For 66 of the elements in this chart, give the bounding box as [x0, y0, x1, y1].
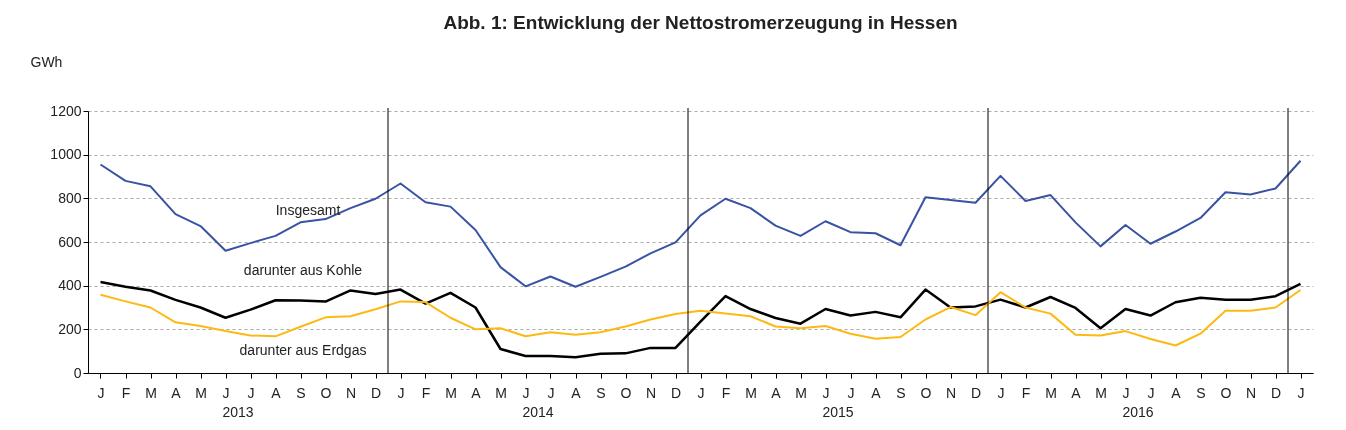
x-tick-label: J [1122, 384, 1130, 401]
x-tick-label: S [896, 384, 906, 401]
x-tick-label: S [296, 384, 306, 401]
text: 2013 [222, 404, 254, 420]
y-tick-label: 800 [58, 189, 82, 206]
series-label: Insgesamt [275, 202, 341, 218]
x-tick-label: F [1021, 384, 1031, 401]
x-tick-label: A [1171, 384, 1182, 401]
x-tick-label: O [1220, 384, 1232, 401]
x-tick-label: M [495, 384, 507, 401]
x-tick-label: J [97, 384, 105, 401]
x-tick-label: A [571, 384, 582, 401]
x-tick-label: F [121, 384, 131, 401]
y-tick-label: 1200 [50, 102, 82, 119]
x-tick-label: S [596, 384, 606, 401]
text: 2014 [522, 404, 554, 420]
x-tick-label: M [445, 384, 457, 401]
x-tick-label: O [920, 384, 932, 401]
x-tick-label: D [1270, 384, 1282, 401]
x-tick-label: J [697, 384, 705, 401]
x-tick-label: D [370, 384, 382, 401]
x-tick-label: A [771, 384, 782, 401]
x-tick-label: N [645, 384, 657, 401]
x-tick-label: A [1071, 384, 1082, 401]
x-tick-label: M [1095, 384, 1107, 401]
y-tick-label: 400 [58, 277, 82, 294]
x-tick-label: J [247, 384, 255, 401]
x-tick-label: A [871, 384, 882, 401]
x-tick-label: F [721, 384, 731, 401]
x-tick-label: J [547, 384, 555, 401]
x-tick-label: J [822, 384, 830, 401]
x-tick-label: J [522, 384, 530, 401]
x-tick-label: D [670, 384, 682, 401]
line-series [99, 159, 1302, 288]
x-tick-label: S [1196, 384, 1206, 401]
x-tick-label: M [795, 384, 807, 401]
text: 2015 [822, 404, 854, 420]
x-tick-label: N [345, 384, 357, 401]
y-tick-label: 200 [58, 320, 82, 337]
x-tick-label: M [1045, 384, 1057, 401]
y-tick-label: 600 [58, 233, 82, 250]
x-tick-label: J [222, 384, 230, 401]
x-tick-label: F [421, 384, 431, 401]
x-tick-label: A [171, 384, 182, 401]
x-tick-label: J [397, 384, 405, 401]
y-tick-label: 0 [73, 364, 82, 381]
x-tick-label: M [745, 384, 757, 401]
text: 2016 [1122, 404, 1154, 420]
x-tick-label: J [997, 384, 1005, 401]
x-tick-label: D [970, 384, 982, 401]
series-label: darunter aus Erdgas [239, 342, 367, 358]
series-label: darunter aus Kohle [243, 262, 363, 278]
x-tick-label: O [620, 384, 632, 401]
x-tick-label: M [195, 384, 207, 401]
x-tick-label: A [271, 384, 282, 401]
y-tick-label: 1000 [50, 146, 82, 163]
y-axis-title: GWh [30, 53, 63, 70]
x-tick-label: N [945, 384, 957, 401]
x-tick-label: J [847, 384, 855, 401]
x-tick-label: M [145, 384, 157, 401]
x-tick-label: O [320, 384, 332, 401]
chart-title: Abb. 1: Entwicklung der Nettostromerzeugung in Hessen [443, 12, 958, 33]
x-tick-label: J [1147, 384, 1155, 401]
x-tick-label: N [1245, 384, 1257, 401]
x-tick-label: A [471, 384, 482, 401]
x-tick-label: J [1297, 384, 1305, 401]
